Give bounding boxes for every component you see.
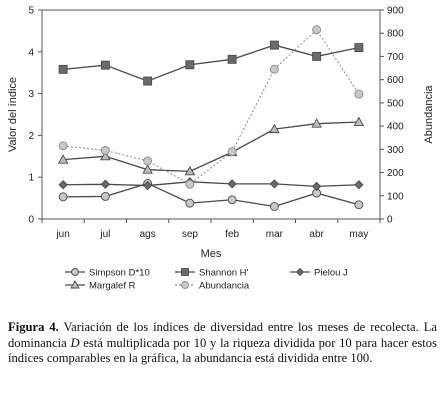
legend-label-shannon-h: Shannon H' [199,268,249,279]
y-left-axis-label: Valor del índice [7,77,19,152]
y-right-tick-label: 800 [387,29,404,40]
legend-label-simpson-d-10: Simpson D*10 [89,268,150,279]
point-simpson-d-10 [269,202,279,211]
point-abundancia [143,156,153,166]
legend-marker-abundancia [181,281,189,289]
legend-label-margalef-r: Margalef R [89,281,136,292]
y-right-tick-label: 600 [387,75,404,86]
point-abundancia [58,141,68,151]
point-simpson-d-10 [227,195,237,205]
point-abundancia [354,89,364,99]
point-shannon-h [354,43,364,53]
x-tick-label: jul [99,229,110,240]
point-shannon-h [143,76,153,86]
point-pielou-j [142,180,153,191]
point-margalef-r [311,118,322,128]
caption-symbol: D [70,335,80,350]
point-abundancia [185,179,195,189]
y-right-tick-label: 100 [387,191,404,202]
point-shannon-h [185,60,195,70]
y-right-tick-label: 400 [387,122,404,133]
point-shannon-h [269,40,279,50]
y-left-tick-label: 2 [28,131,34,142]
point-pielou-j [100,179,111,189]
y-right-tick-label: 700 [387,52,404,63]
point-abundancia [269,64,279,74]
point-simpson-d-10 [58,192,68,202]
point-margalef-r [142,164,153,174]
point-abundancia [100,146,110,155]
y-left-tick-label: 5 [28,6,34,17]
series-line-simpson-d-10 [63,182,360,208]
point-shannon-h [58,64,68,74]
y-left-tick-label: 0 [28,215,34,226]
legend-label-pielou-j: Pielou J [314,268,348,279]
y-right-tick-label: 300 [387,145,404,156]
y-right-axis-label: Abundancia [423,85,435,144]
point-pielou-j [58,180,68,190]
series-line-shannon-h [63,44,360,82]
point-simpson-d-10 [100,191,110,201]
x-tick-label: ags [140,229,156,240]
diversity-chart: 0 1 2 3 4 5 0 100 200 300 400 500 600 700 800 900 jun jul… [7,6,435,292]
x-tick-label: sep [182,229,199,240]
caption-text-2: está multiplicada por 10 y la riqueza di… [8,335,437,366]
y-right-tick-label: 0 [387,215,393,226]
y-left-tick-label: 4 [28,47,34,58]
y-right-tick-label: 200 [387,168,404,179]
point-shannon-h [312,51,322,61]
point-margalef-r [353,116,365,126]
legend-label-abundancia: Abundancia [199,281,250,292]
point-pielou-j [311,181,322,192]
legend-marker-simpson-d-10 [71,268,79,276]
x-tick-label: feb [225,229,239,240]
x-tick-label: jun [55,229,69,240]
series-line-abundancia [63,28,360,185]
y-left-tick-label: 3 [28,89,34,100]
point-shannon-h [227,54,237,64]
series-line-pielou-j [63,181,359,188]
point-margalef-r [184,165,196,176]
point-simpson-d-10 [185,198,195,208]
point-margalef-r [100,150,111,161]
x-tick-label: mar [266,229,284,240]
point-abundancia [312,25,322,35]
x-tick-label: abr [309,229,324,240]
point-pielou-j [269,179,280,189]
series-line-margalef-r [63,121,359,173]
legend-marker-shannon-h [181,268,189,276]
y-right-tick-label: 500 [387,98,404,109]
x-tick-label: may [349,229,368,240]
y-right-tick-label: 900 [387,6,404,17]
plot-frame [41,9,381,220]
caption-text-1: Variación de los índices de diversidad e… [8,320,437,350]
point-abundancia [227,147,237,157]
point-margalef-r [57,154,69,164]
x-axis-label: Mes [201,248,222,260]
legend-marker-pielou-j [295,267,305,277]
point-margalef-r [269,123,280,134]
point-shannon-h [100,60,110,70]
y-left-tick-label: 1 [28,173,34,184]
point-simpson-d-10 [354,200,364,210]
legend-marker-margalef-r [70,280,80,289]
figure-caption: Figura 4. Variación de los índices de di… [8,320,437,367]
point-pielou-j [227,179,237,189]
caption-label: Figura 4. [8,320,59,334]
point-pielou-j [354,180,364,190]
